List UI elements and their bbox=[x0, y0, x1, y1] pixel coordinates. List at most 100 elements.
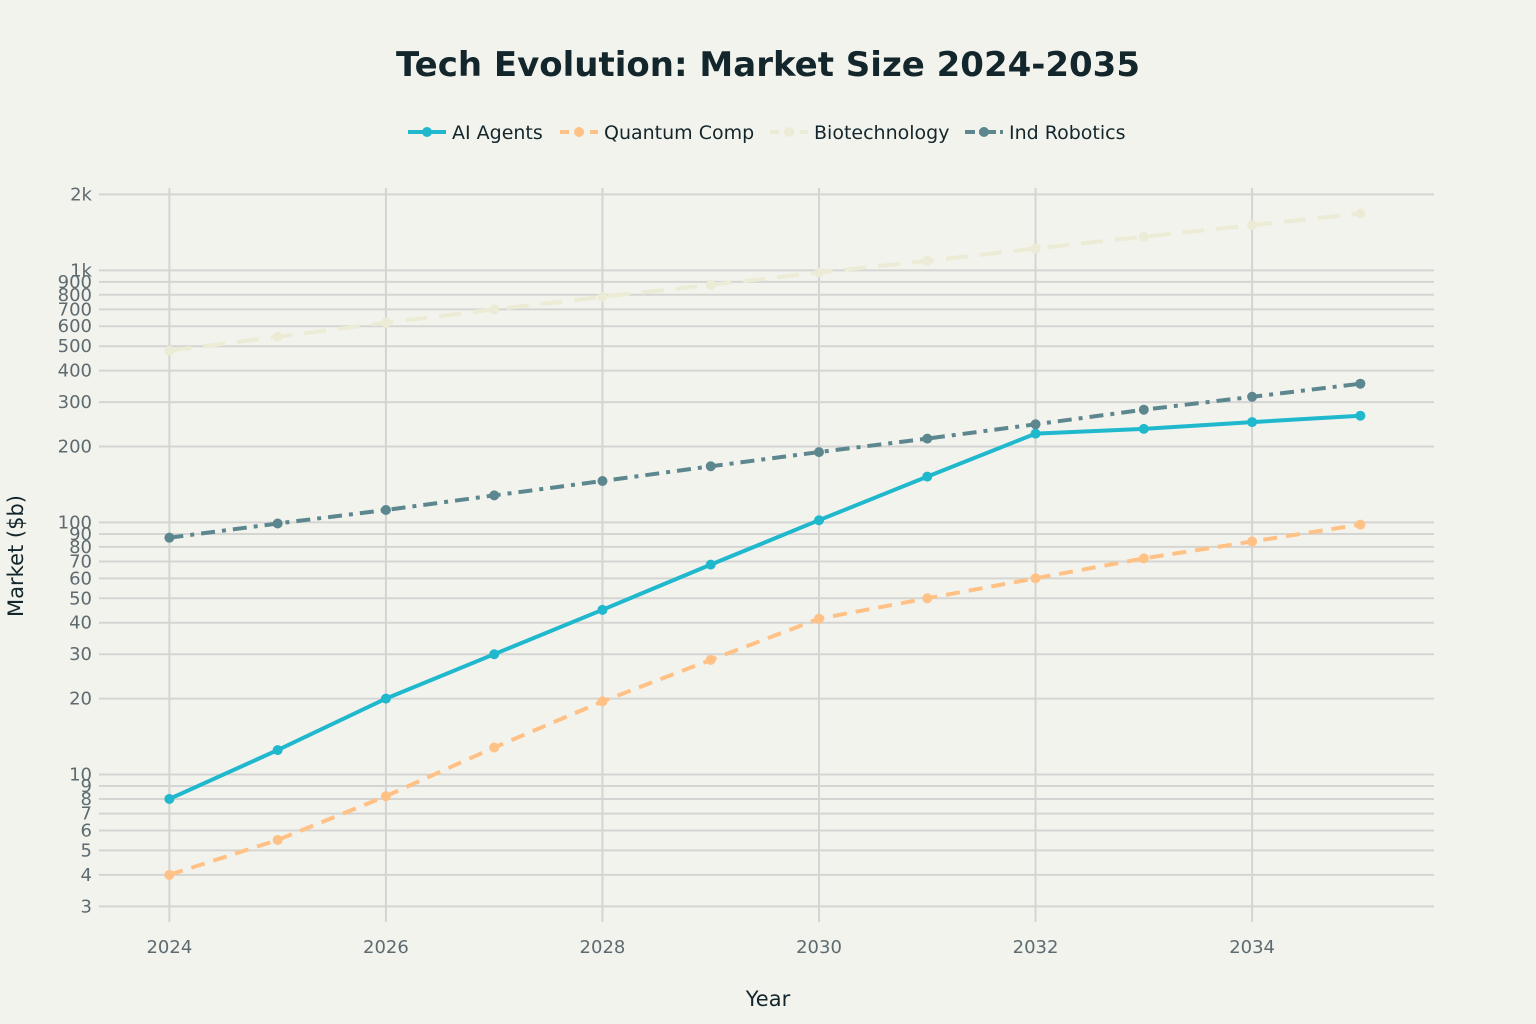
data-point-biotechnology-2031[interactable] bbox=[922, 255, 933, 266]
data-point-ind-robotics-2024[interactable] bbox=[164, 532, 175, 543]
data-point-quantum-comp-2027[interactable] bbox=[489, 742, 500, 753]
data-point-biotechnology-2034[interactable] bbox=[1247, 220, 1258, 231]
y-tick-label-20: 20 bbox=[69, 689, 92, 710]
data-point-ai-agents-2028[interactable] bbox=[597, 604, 608, 615]
data-point-quantum-comp-2031[interactable] bbox=[922, 593, 933, 604]
legend-item-ind-robotics[interactable]: Ind Robotics bbox=[965, 122, 1125, 144]
data-point-biotechnology-2033[interactable] bbox=[1138, 231, 1149, 242]
gridlines bbox=[99, 188, 1434, 922]
x-axis-ticks: 2024 2026 2028 2030 2032 2034 bbox=[146, 937, 1275, 958]
y-tick-label-100: 100 bbox=[58, 512, 92, 533]
y-tick-label-400: 400 bbox=[58, 361, 92, 382]
y-tick-label-500: 500 bbox=[58, 336, 92, 357]
data-point-ai-agents-2035[interactable] bbox=[1355, 410, 1366, 421]
data-point-quantum-comp-2035[interactable] bbox=[1355, 519, 1366, 530]
x-tick-label-2028: 2028 bbox=[580, 937, 626, 958]
data-point-ai-agents-2025[interactable] bbox=[272, 745, 283, 756]
data-point-ind-robotics-2031[interactable] bbox=[922, 433, 933, 444]
data-point-quantum-comp-2029[interactable] bbox=[705, 654, 716, 665]
legend-item-ai-agents[interactable]: AI Agents bbox=[408, 122, 543, 144]
data-point-biotechnology-2025[interactable] bbox=[272, 331, 283, 342]
legend-label-biotechnology: Biotechnology bbox=[814, 122, 949, 144]
x-tick-label-2024: 2024 bbox=[146, 937, 192, 958]
y-tick-label-9: 9 bbox=[81, 776, 92, 797]
series-line-biotechnology bbox=[169, 211, 1361, 353]
y-tick-label-90: 90 bbox=[69, 524, 92, 545]
y-tick-label-40: 40 bbox=[69, 613, 92, 634]
data-point-biotechnology-2028[interactable] bbox=[597, 291, 608, 302]
data-point-quantum-comp-2024[interactable] bbox=[164, 869, 175, 880]
data-point-biotechnology-2026[interactable] bbox=[380, 317, 391, 328]
data-point-ind-robotics-2028[interactable] bbox=[597, 475, 608, 486]
y-tick-label-70: 70 bbox=[69, 551, 92, 572]
data-point-ai-agents-2029[interactable] bbox=[705, 559, 716, 570]
data-point-quantum-comp-2028[interactable] bbox=[597, 696, 608, 707]
data-point-biotechnology-2029[interactable] bbox=[705, 279, 716, 290]
legend-label-quantum-comp: Quantum Comp bbox=[604, 122, 754, 144]
data-point-ai-agents-2027[interactable] bbox=[489, 649, 500, 660]
data-point-ai-agents-2024[interactable] bbox=[164, 793, 175, 804]
x-tick-label-2026: 2026 bbox=[363, 937, 409, 958]
data-point-biotechnology-2035[interactable] bbox=[1355, 208, 1366, 219]
data-point-quantum-comp-2033[interactable] bbox=[1138, 553, 1149, 564]
data-point-ai-agents-2026[interactable] bbox=[380, 693, 391, 704]
data-point-ind-robotics-2034[interactable] bbox=[1247, 391, 1258, 402]
data-point-ind-robotics-2035[interactable] bbox=[1355, 378, 1366, 389]
series-group bbox=[164, 208, 1366, 880]
data-point-biotechnology-2032[interactable] bbox=[1030, 243, 1041, 254]
legend-label-ai-agents: AI Agents bbox=[452, 122, 543, 144]
legend[interactable]: AI Agents Quantum Comp Biotechnology Ind Ro… bbox=[408, 122, 1125, 144]
y-tick-label-700: 700 bbox=[58, 299, 92, 320]
data-point-ai-agents-2034[interactable] bbox=[1247, 417, 1258, 428]
data-point-quantum-comp-2030[interactable] bbox=[814, 613, 825, 624]
data-point-ai-agents-2033[interactable] bbox=[1138, 423, 1149, 434]
y-tick-label-1k: 1k bbox=[70, 260, 92, 281]
chart-title: Tech Evolution: Market Size 2024-2035 bbox=[396, 45, 1140, 85]
data-point-ind-robotics-2026[interactable] bbox=[380, 505, 391, 516]
x-axis-title: Year bbox=[745, 987, 791, 1011]
series-line-ai-agents bbox=[168, 413, 1361, 801]
series-ai-agents bbox=[164, 410, 1366, 804]
data-point-biotechnology-2027[interactable] bbox=[489, 304, 500, 315]
y-tick-label-30: 30 bbox=[69, 644, 92, 665]
y-tick-label-3: 3 bbox=[81, 896, 92, 917]
data-point-biotechnology-2024[interactable] bbox=[164, 345, 175, 356]
data-point-ind-robotics-2025[interactable] bbox=[272, 518, 283, 529]
data-point-quantum-comp-2034[interactable] bbox=[1247, 536, 1258, 547]
legend-item-quantum-comp[interactable]: Quantum Comp bbox=[560, 122, 754, 144]
data-point-quantum-comp-2025[interactable] bbox=[272, 834, 283, 845]
data-point-ind-robotics-2030[interactable] bbox=[814, 447, 825, 458]
y-tick-label-5: 5 bbox=[81, 840, 92, 861]
legend-item-biotechnology[interactable]: Biotechnology bbox=[770, 122, 949, 144]
data-point-ind-robotics-2033[interactable] bbox=[1138, 404, 1149, 415]
data-point-quantum-comp-2026[interactable] bbox=[380, 791, 391, 802]
data-point-ai-agents-2032[interactable] bbox=[1030, 428, 1041, 439]
y-tick-label-900: 900 bbox=[58, 272, 92, 293]
data-point-biotechnology-2030[interactable] bbox=[814, 267, 825, 278]
data-point-ai-agents-2030[interactable] bbox=[814, 515, 825, 526]
y-tick-label-50: 50 bbox=[69, 588, 92, 609]
y-tick-label-200: 200 bbox=[58, 437, 92, 458]
y-tick-label-6: 6 bbox=[81, 820, 92, 841]
data-point-ind-robotics-2027[interactable] bbox=[489, 490, 500, 501]
legend-swatch-marker-quantum-comp bbox=[574, 127, 584, 137]
y-tick-label-300: 300 bbox=[58, 392, 92, 413]
y-tick-label-10: 10 bbox=[69, 765, 92, 786]
series-ind-robotics bbox=[164, 378, 1366, 543]
y-tick-label-800: 800 bbox=[58, 285, 92, 306]
y-tick-label-2k: 2k bbox=[70, 184, 92, 205]
data-point-quantum-comp-2032[interactable] bbox=[1030, 573, 1041, 584]
data-point-ind-robotics-2029[interactable] bbox=[705, 461, 716, 472]
x-tick-label-2034: 2034 bbox=[1229, 937, 1275, 958]
series-biotechnology bbox=[164, 208, 1366, 356]
data-point-ai-agents-2031[interactable] bbox=[922, 471, 933, 482]
series-line-ind-robotics bbox=[169, 381, 1361, 540]
legend-swatch-marker-ai-agents bbox=[422, 127, 432, 137]
data-point-ind-robotics-2032[interactable] bbox=[1030, 419, 1041, 430]
legend-swatch-marker-ind-robotics bbox=[979, 127, 989, 137]
y-axis-title: Market ($b) bbox=[4, 495, 28, 617]
x-tick-label-2030: 2030 bbox=[796, 937, 842, 958]
series-quantum-comp bbox=[164, 519, 1366, 880]
